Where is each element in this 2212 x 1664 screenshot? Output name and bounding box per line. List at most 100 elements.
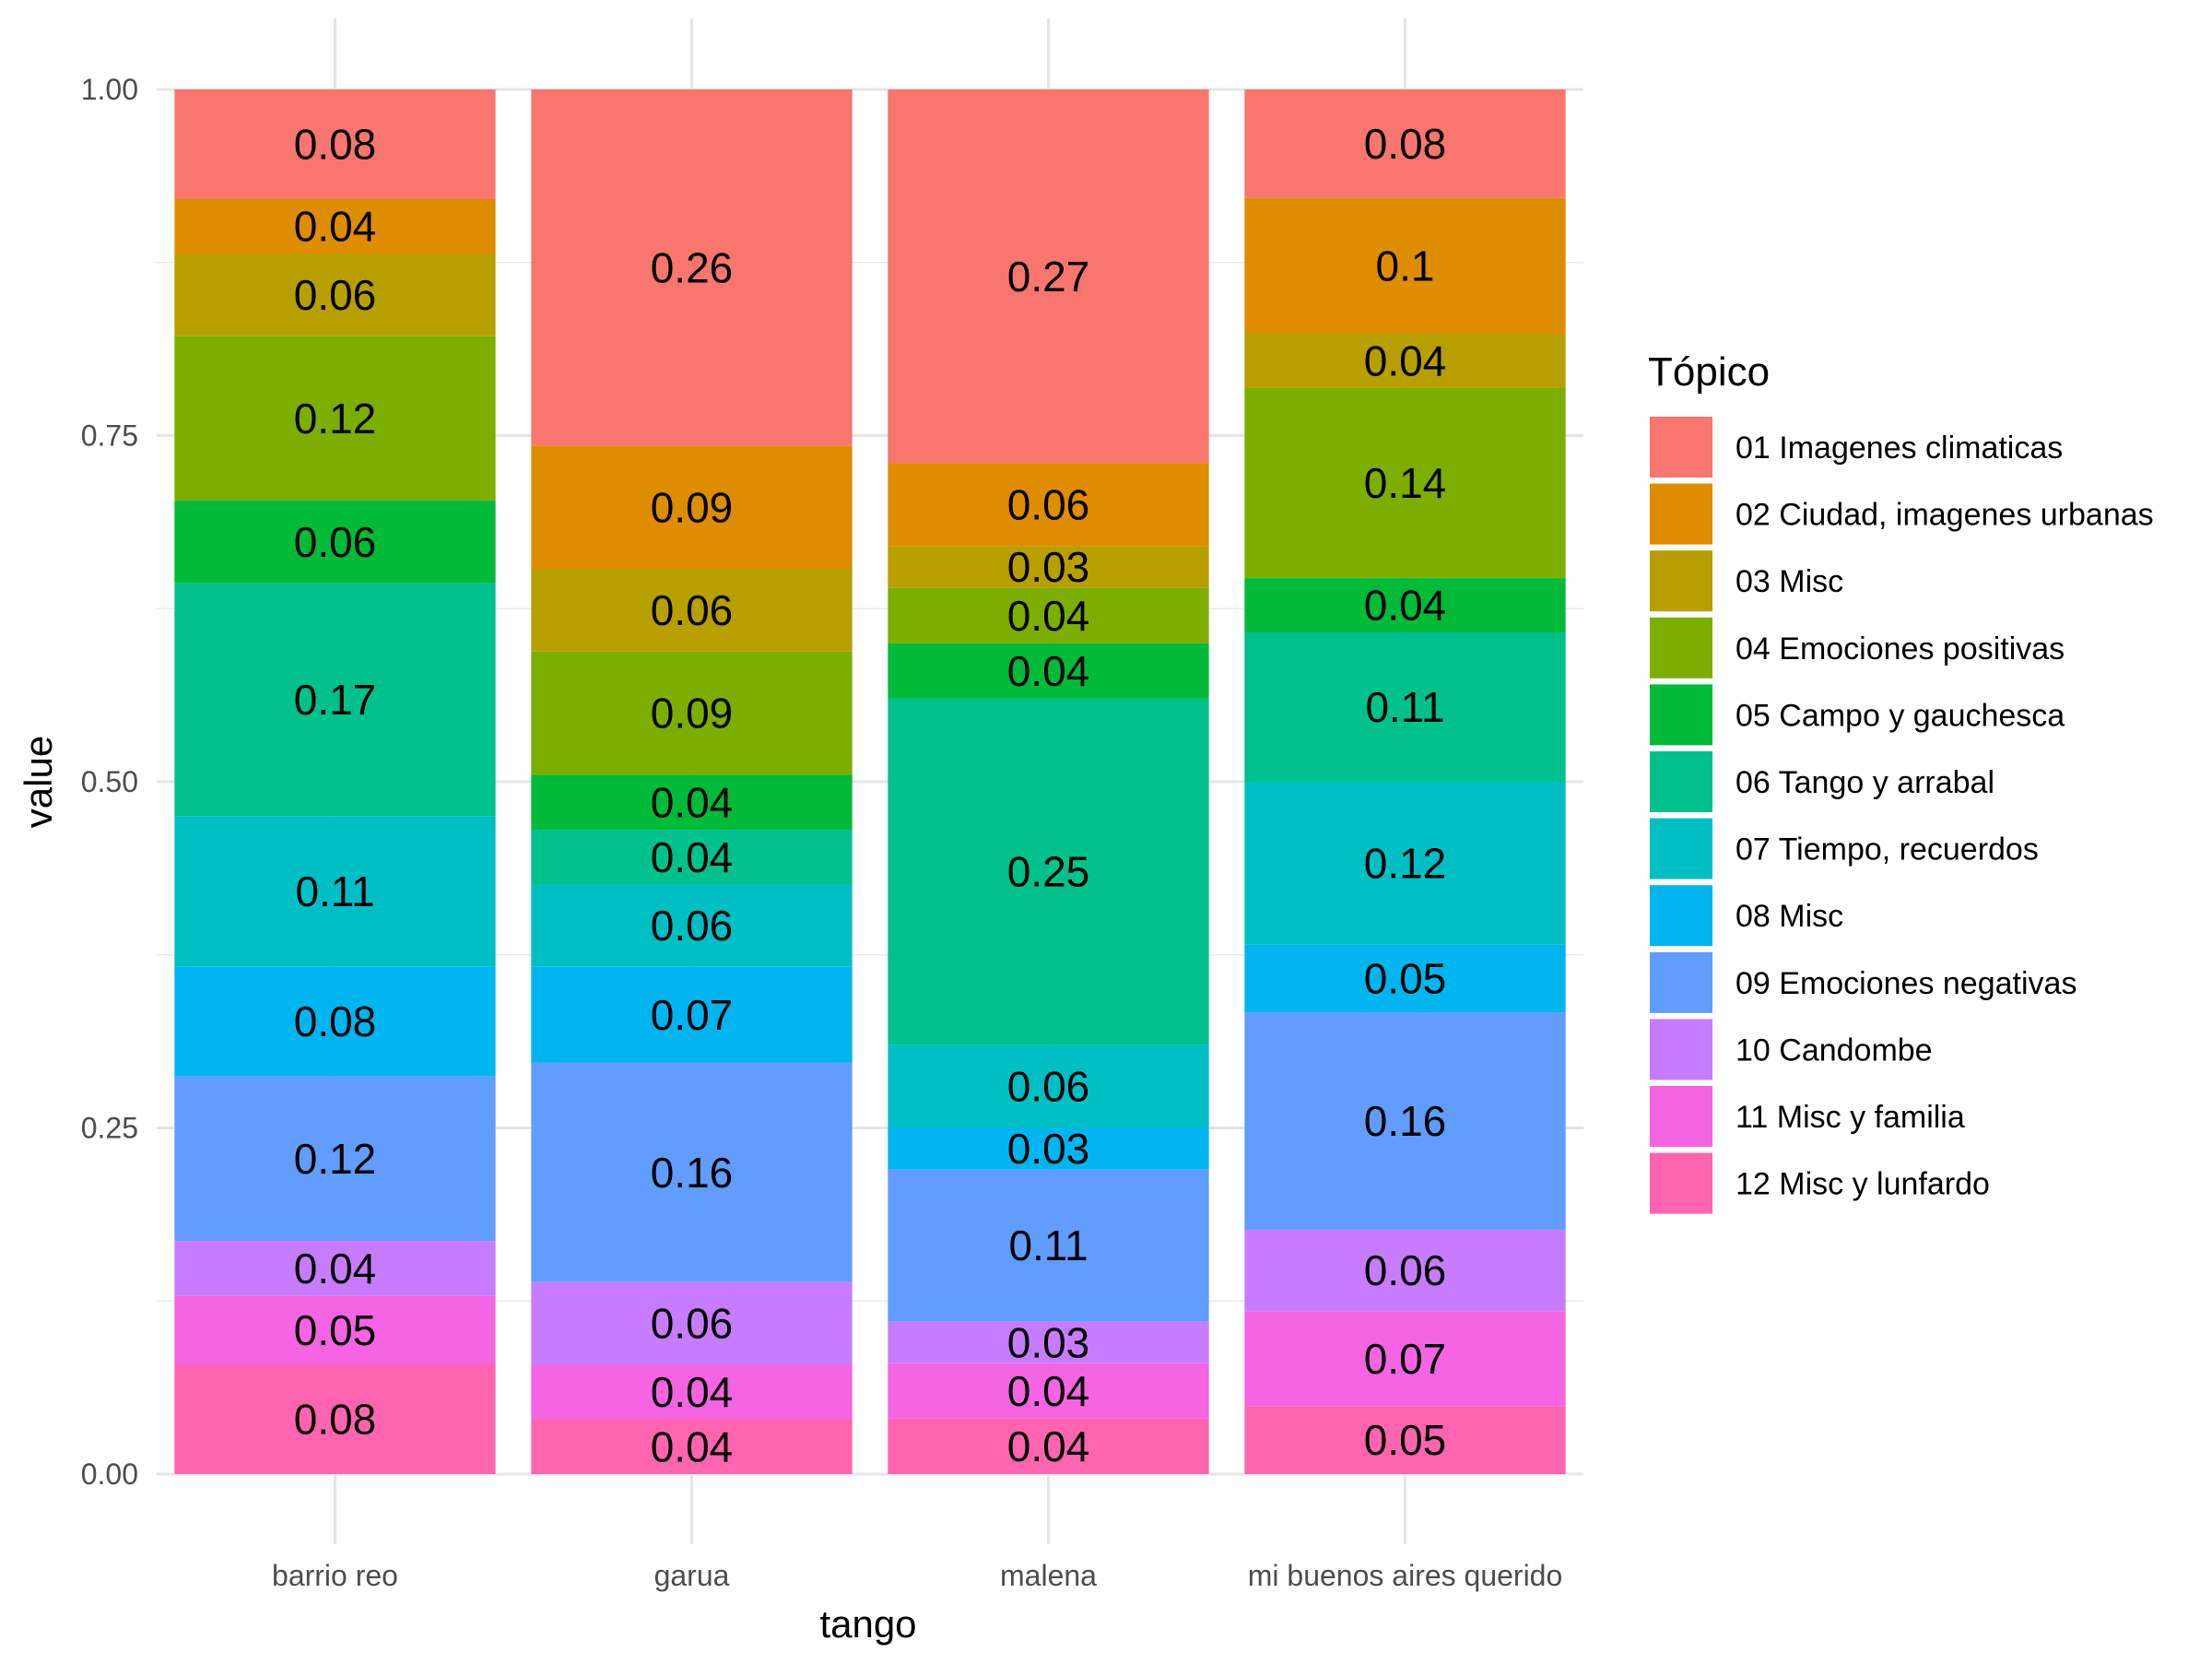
bar-segment (888, 1363, 1209, 1419)
x-tick-label: garua (654, 1559, 730, 1592)
legend-label: 10 Candombe (1735, 1033, 1933, 1068)
segment-value-label: 0.06 (294, 271, 377, 319)
y-tick-label: 0.00 (81, 1457, 138, 1491)
segment-value-label: 0.09 (651, 484, 734, 532)
segment-value-label: 0.06 (1007, 1062, 1090, 1110)
segment-value-label: 0.14 (1364, 459, 1447, 507)
legend-label: 09 Emociones negativas (1735, 966, 2077, 1001)
bar-segment (1244, 387, 1566, 579)
legend-label: 03 Misc (1735, 564, 1843, 599)
bar-segment (174, 198, 496, 254)
legend-key (1650, 818, 1712, 879)
legend-key (1650, 483, 1712, 545)
bar-segment (174, 1076, 496, 1242)
legend-key (1650, 951, 1712, 1013)
segment-value-label: 0.06 (651, 902, 734, 950)
bar-segment (531, 1281, 853, 1365)
segment-value-label: 0.11 (1008, 1221, 1088, 1269)
segment-value-label: 0.03 (1007, 1318, 1090, 1366)
bar-segment (1244, 89, 1566, 198)
bar-segment (531, 966, 853, 1063)
bar-segment (1244, 1012, 1566, 1230)
segment-value-label: 0.06 (1007, 481, 1090, 529)
bar-segment (531, 651, 853, 775)
bar-segment (1244, 334, 1566, 388)
legend-label: 05 Campo y gauchesca (1735, 698, 2065, 733)
segment-value-label: 0.04 (294, 1245, 377, 1292)
segment-value-label: 0.05 (1364, 1416, 1447, 1464)
bar-segment (888, 1127, 1209, 1170)
segment-value-label: 0.07 (651, 991, 734, 1039)
bar-segment (888, 1321, 1209, 1363)
segment-labels-layer: 0.08 0.04 0.06 0.12 0.06 0.17 0.11 0.08 0.12 0.04… (294, 120, 1447, 1470)
bar-segment (888, 587, 1209, 643)
bar-segment (531, 445, 853, 570)
legend-label: 11 Misc y familia (1735, 1100, 1965, 1135)
legend-key (1650, 1086, 1712, 1147)
bar-segment (174, 583, 496, 817)
segment-value-label: 0.05 (294, 1306, 377, 1354)
segment-value-label: 0.12 (1364, 839, 1447, 887)
bar-segment (531, 89, 853, 446)
segment-value-label: 0.07 (1364, 1335, 1447, 1383)
bar-segment (174, 1364, 496, 1474)
segment-value-label: 0.25 (1007, 848, 1090, 896)
legend-key (1650, 885, 1712, 947)
bar-segment (531, 774, 853, 831)
bar-segment (888, 463, 1209, 547)
x-axis-title: tango (819, 1602, 916, 1646)
bar-segment (1244, 782, 1566, 945)
segment-value-label: 0.06 (651, 586, 734, 634)
segment-value-label: 0.04 (1007, 592, 1090, 640)
legend-key (1650, 417, 1712, 478)
legend-key (1650, 1019, 1712, 1080)
legend-key (1650, 684, 1712, 746)
segment-value-label: 0.08 (294, 120, 377, 168)
x-tick-label: malena (1000, 1559, 1097, 1592)
segment-value-label: 0.27 (1007, 253, 1090, 301)
x-tick-label: mi buenos aires querido (1248, 1559, 1563, 1592)
segment-value-label: 0.08 (294, 1396, 377, 1444)
segment-value-label: 0.04 (294, 203, 377, 251)
y-tick-label: 0.50 (81, 765, 138, 798)
bar-segment (174, 254, 496, 336)
bar-segment (174, 1295, 496, 1365)
segment-value-label: 0.03 (1007, 1125, 1090, 1173)
bar-segment (1244, 197, 1566, 335)
legend-label: 02 Ciudad, imagenes urbanas (1735, 498, 2154, 533)
legend-title: Tópico (1648, 349, 1770, 395)
legend-key (1650, 550, 1712, 612)
bar-segment (888, 89, 1209, 464)
legend-label: 07 Tiempo, recuerdos (1735, 832, 2039, 867)
bar-segment (1244, 632, 1566, 782)
bar-segment (531, 830, 853, 885)
bar-segment (888, 1169, 1209, 1322)
segment-value-label: 0.11 (295, 867, 374, 915)
segment-value-label: 0.1 (1376, 242, 1435, 289)
legend-label: 08 Misc (1735, 899, 1843, 934)
segment-value-label: 0.03 (1007, 543, 1090, 591)
y-tick-label: 0.75 (81, 419, 138, 453)
legend-key (1650, 751, 1712, 812)
bar-segment (174, 336, 496, 502)
segment-value-label: 0.04 (1364, 582, 1447, 630)
bar-segment (174, 966, 496, 1077)
segment-value-label: 0.12 (294, 395, 377, 443)
segment-value-label: 0.08 (294, 997, 377, 1045)
bar-segment (174, 1241, 496, 1296)
segment-value-label: 0.04 (651, 833, 734, 881)
segment-value-label: 0.04 (1007, 1422, 1090, 1470)
bar-segment (531, 1419, 853, 1474)
bar-segment (1244, 944, 1566, 1013)
segment-value-label: 0.04 (1007, 647, 1090, 695)
segment-value-label: 0.11 (1365, 683, 1444, 731)
bar-segment (888, 1418, 1209, 1474)
segment-value-label: 0.26 (651, 243, 734, 291)
segment-value-label: 0.06 (294, 518, 377, 566)
y-axis-title: value (17, 736, 60, 828)
bars-layer (174, 89, 1566, 1474)
segment-value-label: 0.17 (294, 676, 377, 724)
legend-key (1650, 617, 1712, 679)
